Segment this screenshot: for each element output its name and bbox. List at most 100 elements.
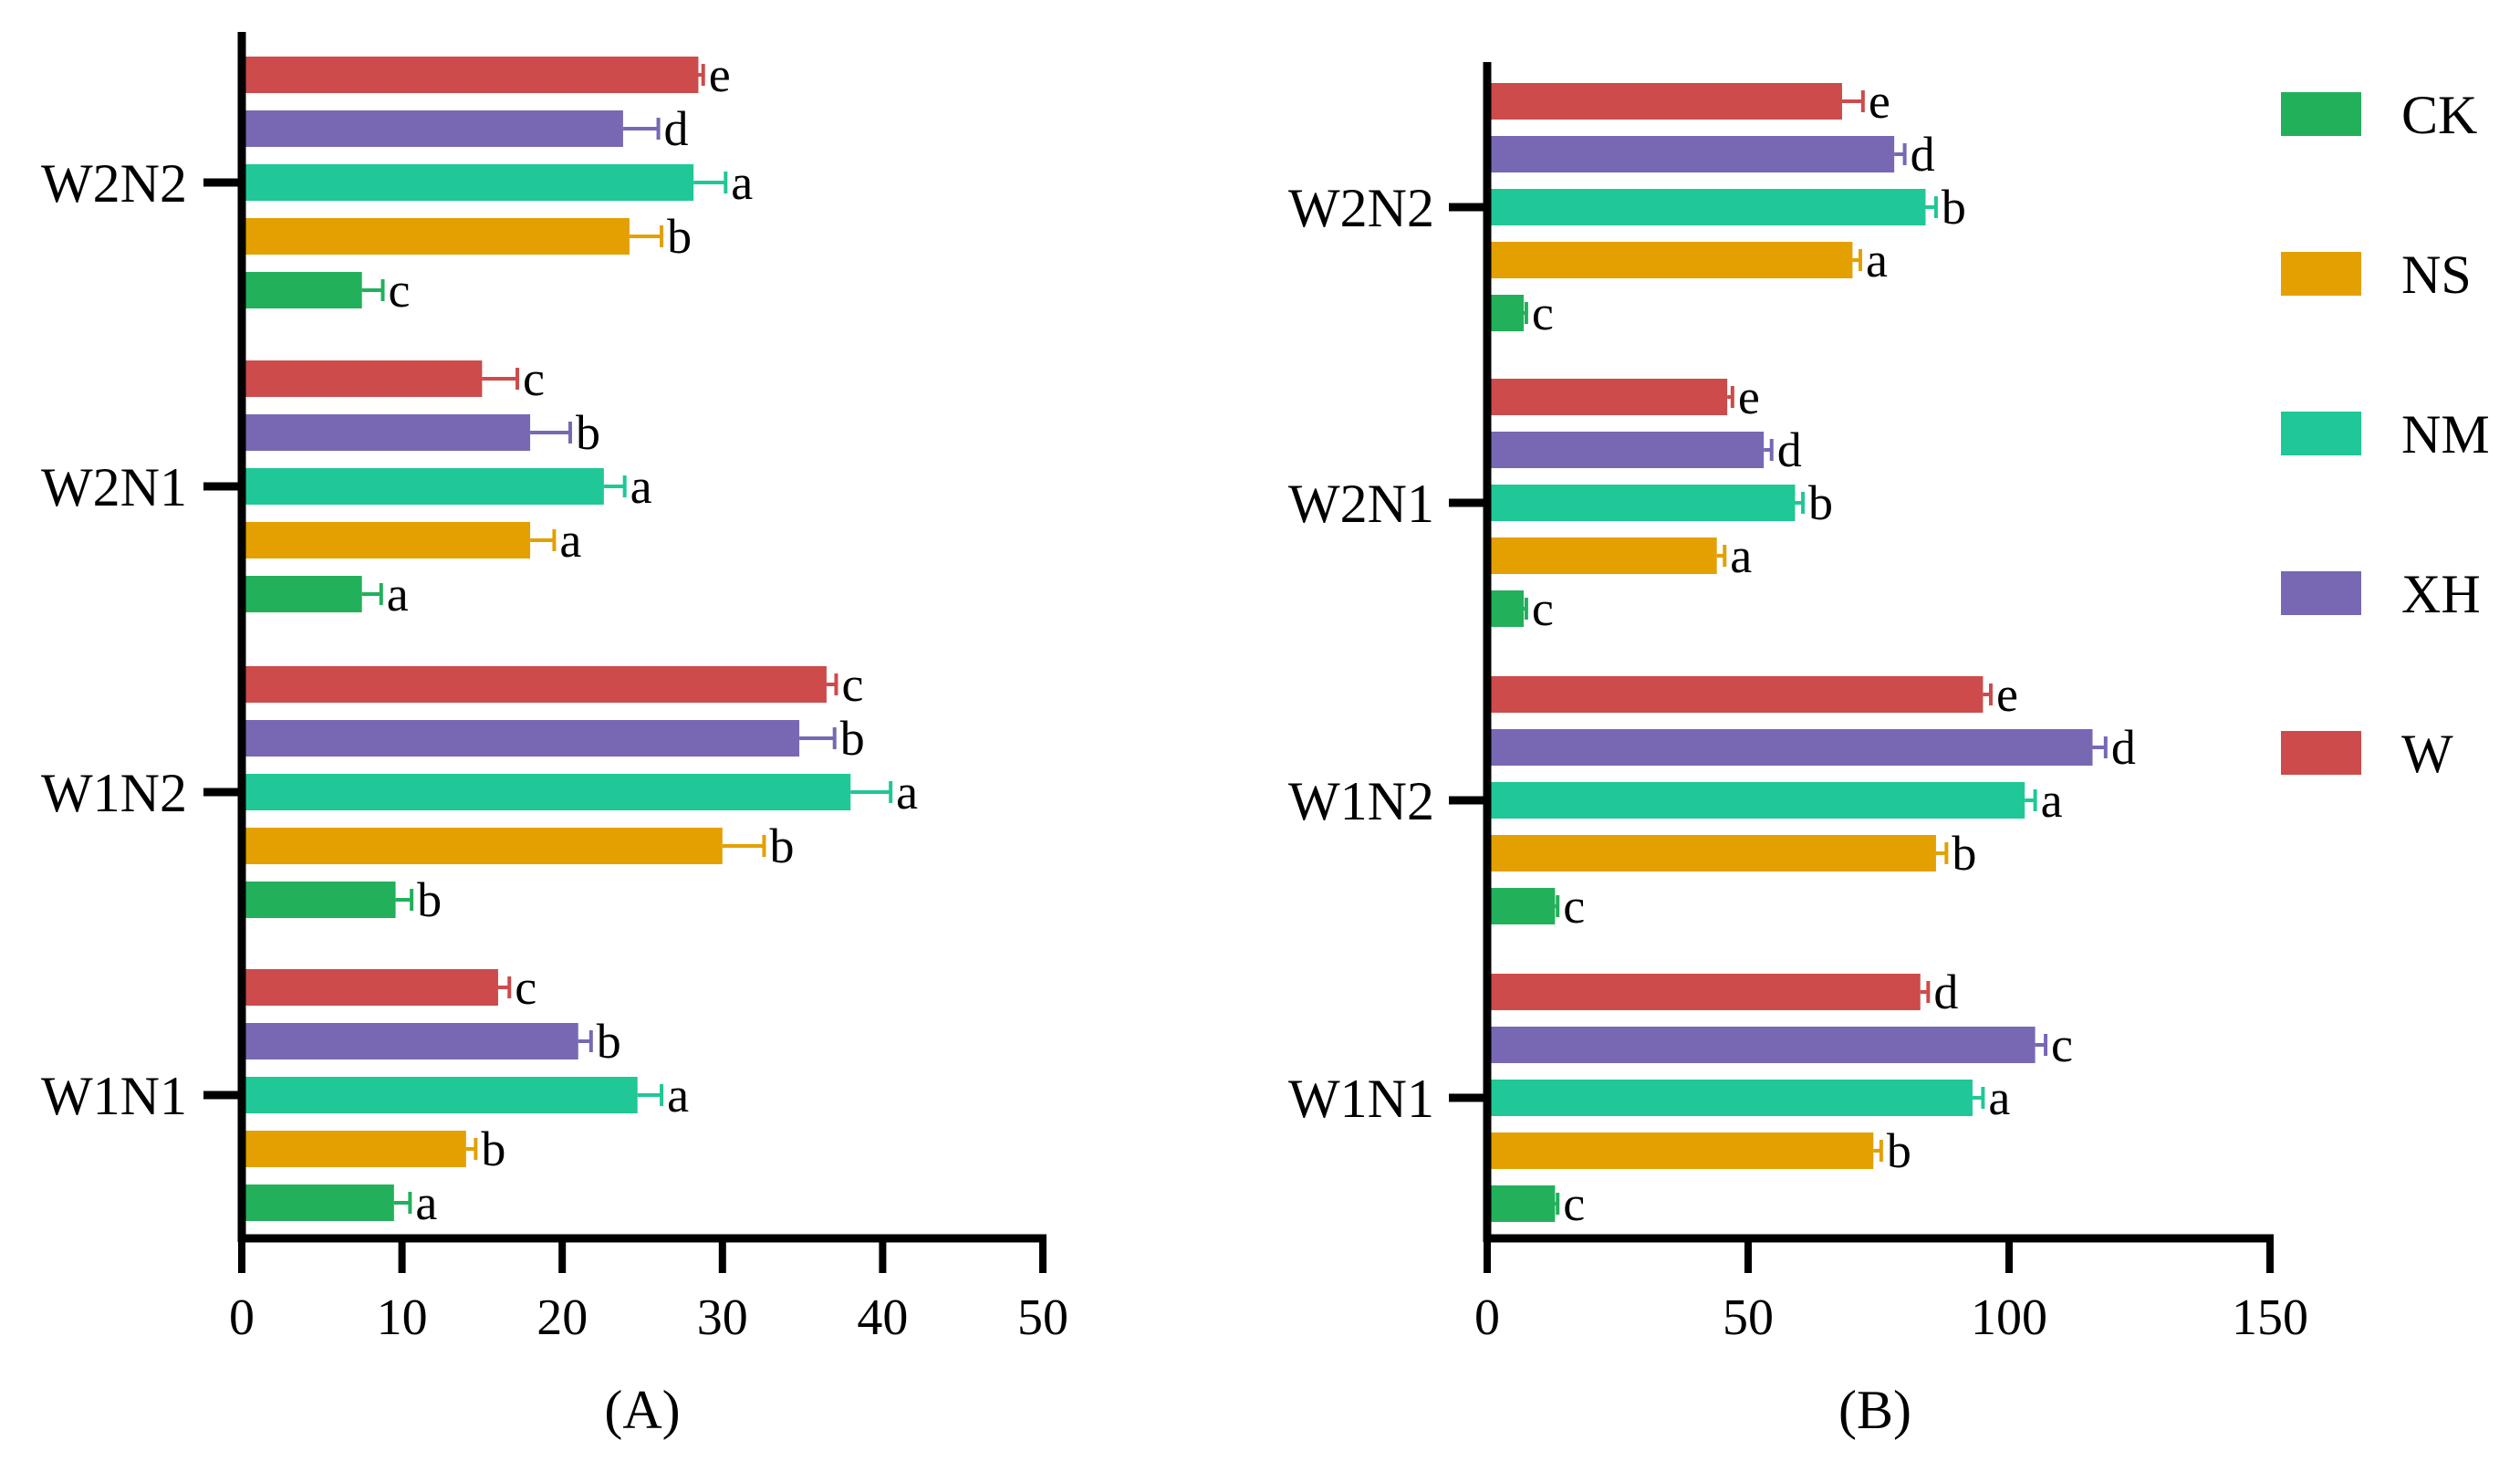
bar-W1N2-XH [242, 720, 800, 757]
sig-letter-W2N1-NS: a [559, 513, 581, 568]
bar-W1N1-NS [242, 1131, 466, 1167]
sig-letter-W1N2-CK: b [417, 872, 442, 927]
sig-letter-W1N2-NS: b [1952, 826, 1976, 881]
bar-W2N2-CK [242, 272, 362, 308]
legend-swatch-W [2281, 731, 2361, 775]
sig-letter-W2N1-XH: d [1777, 423, 1802, 477]
sig-letter-W2N2-NM: b [1942, 180, 1966, 235]
bar-W1N2-XH [1487, 729, 2093, 766]
sig-letter-W1N1-XH: b [597, 1014, 621, 1069]
sig-letter-W2N2-XH: d [664, 101, 689, 156]
bar-W2N1-NS [242, 522, 531, 558]
x-tick-label-50: 50 [1723, 1289, 1774, 1346]
sig-letter-W2N1-XH: b [576, 405, 600, 460]
sig-letter-W2N2-NS: b [667, 209, 692, 264]
bar-W2N2-NS [242, 218, 630, 255]
sig-letter-W1N2-CK: c [1563, 879, 1585, 934]
bar-W2N1-XH [1487, 432, 1765, 468]
legend-swatch-NM [2281, 412, 2361, 455]
legend: CK NS NM XH W [2281, 85, 2490, 784]
y-tick-label-W1N1: W1N1 [1288, 1069, 1434, 1129]
y-tick-label-W1N1: W1N1 [41, 1066, 187, 1126]
bar-W2N1-NS [1487, 537, 1717, 574]
bar-W2N1-W [242, 360, 483, 397]
sig-letter-W2N1-NM: a [630, 459, 652, 514]
bar-W2N1-CK [242, 576, 362, 612]
sig-letter-W2N1-NM: b [1808, 475, 1833, 530]
legend-label-NS: NS [2401, 245, 2472, 305]
sig-letter-W2N1-W: c [523, 351, 545, 406]
sig-letter-W2N1-CK: c [1532, 581, 1554, 636]
bar-W2N2-W [1487, 83, 1842, 120]
sig-letter-W1N1-NS: b [1887, 1123, 1911, 1178]
bar-W1N1-CK [242, 1185, 394, 1221]
y-tick-label-W2N1: W2N1 [1288, 474, 1434, 534]
x-tick-label-50: 50 [1017, 1289, 1068, 1346]
sig-letter-W1N1-XH: c [2051, 1018, 2073, 1072]
bar-W1N2-NS [242, 828, 723, 864]
bar-W1N2-NM [1487, 782, 2025, 819]
sig-letter-W2N2-XH: d [1911, 127, 1935, 182]
sig-letter-W2N2-W: e [1869, 74, 1890, 129]
bar-W2N2-NM [242, 164, 694, 201]
legend-swatch-NS [2281, 252, 2361, 296]
sig-letter-W2N1-NS: a [1730, 528, 1752, 583]
bar-W2N2-NM [1487, 189, 1926, 225]
x-tick-label-150: 150 [2232, 1289, 2308, 1346]
bar-W2N1-XH [242, 414, 531, 451]
bar-W1N1-NM [242, 1077, 638, 1113]
sig-letter-W1N2-XH: d [2111, 720, 2136, 775]
x-tick-label-20: 20 [536, 1289, 588, 1346]
bar-W1N2-CK [242, 882, 396, 918]
sig-letter-W2N2-NS: a [1866, 233, 1888, 287]
x-tick-label-40: 40 [857, 1289, 908, 1346]
x-tick-label-10: 10 [377, 1289, 428, 1346]
y-tick-label-W1N2: W1N2 [1288, 771, 1434, 831]
x-tick-label-30: 30 [697, 1289, 748, 1346]
bar-W1N1-W [1487, 974, 1921, 1010]
y-tick-label-W2N1: W2N1 [41, 457, 187, 517]
panel-label: (B) [1838, 1380, 1911, 1440]
legend-label-NM: NM [2401, 404, 2490, 464]
bar-W2N1-CK [1487, 590, 1525, 627]
bar-W1N1-NM [1487, 1080, 1973, 1116]
sig-letter-W1N1-CK: a [415, 1175, 437, 1230]
bar-W2N2-CK [1487, 295, 1525, 331]
sig-letter-W1N1-W: c [515, 960, 536, 1015]
x-tick-label-0: 0 [1474, 1289, 1500, 1346]
bar-W1N1-XH [242, 1023, 578, 1059]
bar-W1N1-W [242, 969, 498, 1006]
sig-letter-W1N2-W: e [1996, 667, 2018, 722]
sig-letter-W1N2-NS: b [769, 819, 794, 873]
panel-label: (A) [604, 1380, 680, 1440]
sig-letter-W1N1-W: d [1933, 965, 1958, 1019]
bar-W1N2-W [242, 666, 827, 703]
bar-W2N2-XH [242, 110, 623, 147]
bar-W1N1-CK [1487, 1185, 1556, 1222]
x-tick-label-100: 100 [1971, 1289, 2047, 1346]
sig-letter-W2N2-CK: c [1532, 286, 1554, 340]
sig-letter-W1N1-NM: a [667, 1068, 689, 1122]
bar-W1N2-CK [1487, 888, 1556, 924]
bar-W2N2-W [242, 57, 699, 93]
legend-label-XH: XH [2401, 564, 2481, 624]
sig-letter-W1N2-W: c [841, 657, 863, 712]
bar-W1N1-NS [1487, 1132, 1874, 1169]
bar-W2N1-NM [242, 468, 604, 505]
x-tick-label-0: 0 [229, 1289, 255, 1346]
legend-label-W: W [2401, 724, 2453, 784]
sig-letter-W1N1-CK: c [1563, 1176, 1585, 1231]
bar-W1N2-NS [1487, 835, 1936, 871]
bar-W2N2-NS [1487, 242, 1853, 278]
y-tick-label-W2N2: W2N2 [1288, 178, 1434, 238]
sig-letter-W1N2-NM: a [2041, 773, 2063, 828]
legend-swatch-CK [2281, 92, 2361, 136]
bar-W2N2-XH [1487, 136, 1895, 172]
sig-letter-W2N1-CK: a [387, 567, 409, 621]
y-tick-label-W1N2: W1N2 [41, 763, 187, 823]
sig-letter-W1N2-NM: a [896, 765, 918, 819]
sig-letter-W1N2-XH: b [840, 711, 865, 766]
